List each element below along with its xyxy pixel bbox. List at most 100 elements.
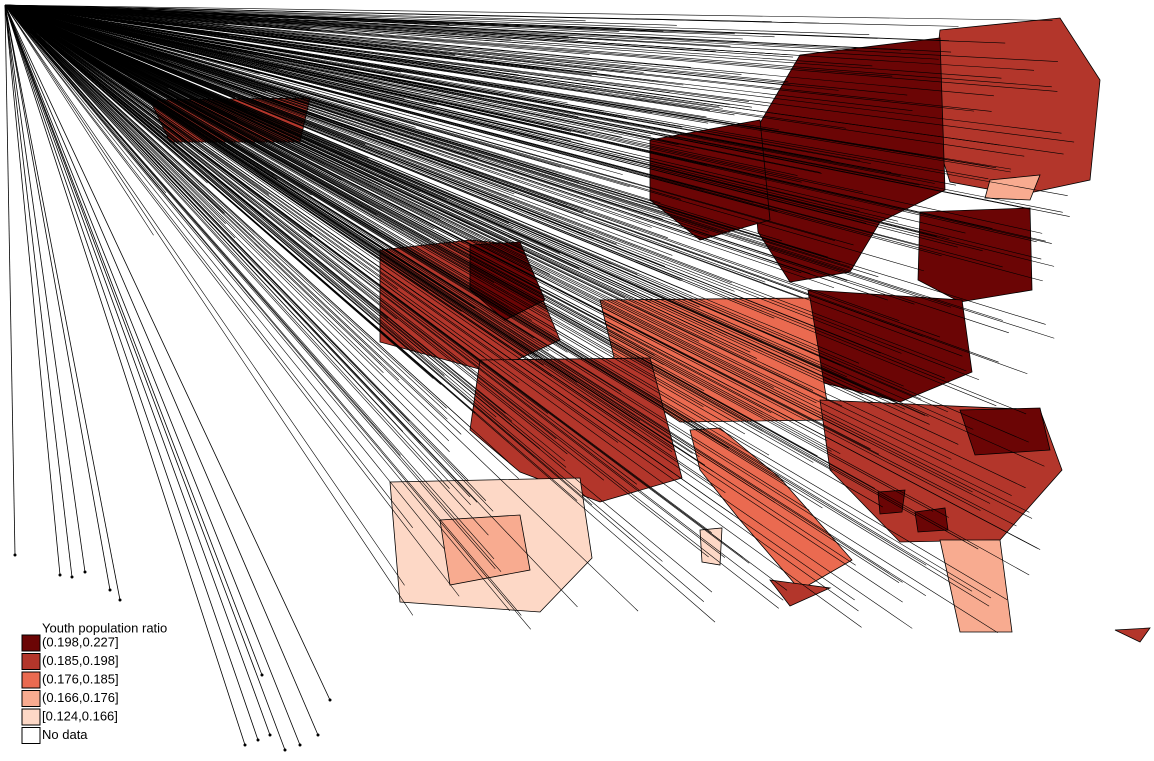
projection-lines xyxy=(4,4,1075,752)
region xyxy=(984,174,1041,201)
projection-line xyxy=(4,4,1068,197)
projection-line xyxy=(4,4,883,508)
projection-line xyxy=(4,4,590,55)
projection-line xyxy=(4,4,497,418)
legend-label: (0.185,0.198] xyxy=(42,653,119,668)
region xyxy=(1114,627,1151,643)
projection-line xyxy=(4,4,712,534)
region xyxy=(439,514,531,586)
projection-line xyxy=(4,4,447,409)
projection-line xyxy=(4,4,605,481)
island xyxy=(328,698,332,702)
projection-line xyxy=(4,4,900,321)
projection-line xyxy=(4,4,1042,260)
projection-line xyxy=(4,4,973,592)
projection-line xyxy=(4,4,750,102)
projection-line xyxy=(4,4,1027,415)
projection-line xyxy=(4,4,1052,244)
projection-line xyxy=(4,4,915,305)
projection-line xyxy=(4,4,448,420)
projection-line xyxy=(4,4,835,289)
projection-line xyxy=(4,4,487,501)
projection-line xyxy=(4,4,804,299)
projection-line xyxy=(4,4,894,401)
projection-line xyxy=(4,4,1055,339)
projection-line xyxy=(4,4,485,358)
projection-line xyxy=(4,4,1064,155)
region xyxy=(877,489,906,515)
projection-line xyxy=(4,4,1035,71)
projection-line xyxy=(4,4,639,612)
projection-line xyxy=(4,4,384,374)
projection-line xyxy=(4,4,588,134)
projection-line xyxy=(4,4,1003,268)
projection-line xyxy=(4,4,823,509)
projection-line xyxy=(4,4,478,503)
projection-line xyxy=(4,4,856,566)
island xyxy=(316,733,320,737)
island xyxy=(118,598,122,602)
projection-line xyxy=(4,4,841,366)
projection-line xyxy=(4,4,1017,527)
region xyxy=(807,289,973,403)
projection-line xyxy=(4,4,726,558)
projection-line xyxy=(4,4,693,454)
projection-line xyxy=(4,4,695,151)
projection-line xyxy=(4,4,776,503)
projection-line xyxy=(4,4,817,404)
island xyxy=(256,738,260,742)
region xyxy=(689,427,853,591)
projection-line xyxy=(4,4,634,300)
region xyxy=(939,539,1013,633)
island xyxy=(268,733,272,737)
island xyxy=(58,573,62,577)
projection-line xyxy=(4,4,860,212)
projection-line xyxy=(4,4,989,180)
projection-line xyxy=(4,4,684,86)
projection-line xyxy=(4,4,1009,334)
projection-line xyxy=(4,4,16,556)
legend-label: [0.124,0.166] xyxy=(42,708,118,723)
projection-line xyxy=(4,4,319,736)
projection-line xyxy=(4,4,571,251)
projection-line xyxy=(4,4,949,518)
projection-line xyxy=(4,4,843,407)
projection-line xyxy=(4,4,991,504)
projection-line xyxy=(4,4,828,442)
region xyxy=(959,407,1051,456)
island xyxy=(243,743,247,747)
projection-line xyxy=(4,4,246,746)
projection-line xyxy=(4,4,904,387)
projection-line xyxy=(4,4,981,511)
projection-line xyxy=(4,4,623,175)
legend-label: (0.198,0.227] xyxy=(42,634,119,649)
projection-line xyxy=(4,4,586,22)
island xyxy=(298,743,302,747)
legend-swatch xyxy=(21,634,41,652)
projection-line xyxy=(4,4,452,244)
projection-line xyxy=(4,4,677,26)
projection-line xyxy=(4,4,619,443)
projection-line xyxy=(4,4,259,741)
projection-line xyxy=(4,4,531,630)
projection-line xyxy=(4,4,1028,375)
projection-line xyxy=(4,4,770,456)
projection-line xyxy=(4,4,398,320)
legend-label: No data xyxy=(42,727,88,742)
projection-line xyxy=(4,4,1008,600)
projection-line xyxy=(4,4,906,410)
projection-line xyxy=(4,4,821,173)
island xyxy=(283,748,287,752)
projection-line xyxy=(4,4,622,138)
projection-line xyxy=(4,4,534,45)
legend: Youth population ratio (0.198,0.227] (0.1… xyxy=(21,620,167,744)
projection-line xyxy=(4,4,989,167)
projection-line xyxy=(4,4,511,612)
projection-line xyxy=(4,4,451,90)
projection-line xyxy=(4,4,983,252)
legend-label: (0.166,0.176] xyxy=(42,690,119,705)
projection-line xyxy=(4,4,271,736)
projection-line xyxy=(4,4,713,593)
projection-line xyxy=(4,4,881,354)
